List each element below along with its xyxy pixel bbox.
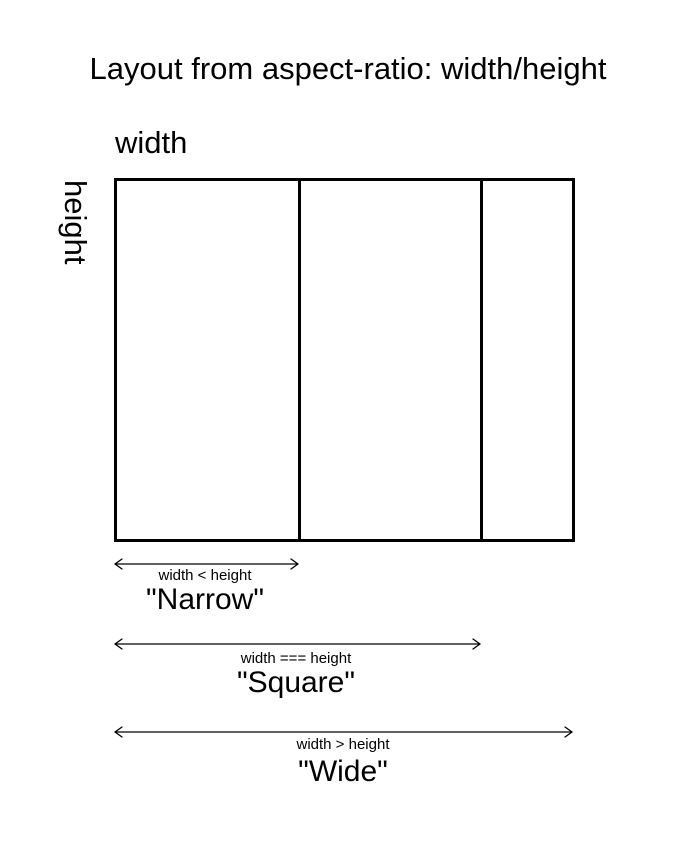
square-arrow: [114, 638, 481, 650]
narrow-condition-label: width < height: [158, 567, 252, 584]
narrow-name-label: "Narrow": [146, 583, 264, 616]
diagram-title: Layout from aspect-ratio: width/height: [89, 51, 607, 86]
layout-box: [114, 178, 575, 542]
square-condition-label: width === height: [240, 650, 352, 667]
square-name-label: "Square": [236, 666, 356, 699]
narrow-boundary-line: [298, 181, 301, 539]
height-axis-label: height: [58, 180, 93, 265]
width-axis-label: width: [115, 125, 188, 160]
wide-condition-label: width > height: [296, 736, 390, 753]
square-boundary-line: [480, 181, 483, 539]
wide-name-label: "Wide": [298, 755, 388, 788]
